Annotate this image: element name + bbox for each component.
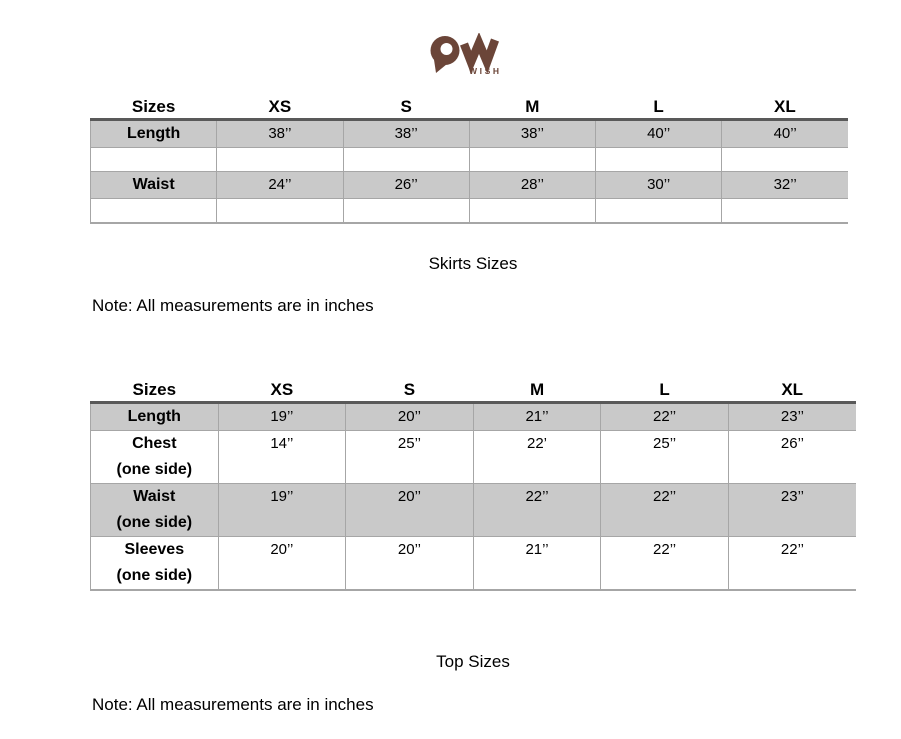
- row-label: Waist: [89, 171, 217, 199]
- empty-cell: [89, 198, 217, 224]
- column-header-xl: XL: [721, 95, 848, 121]
- size-value: 38’’: [216, 119, 343, 148]
- size-value: 20’’: [217, 536, 346, 591]
- size-value: 20’’: [345, 402, 474, 431]
- size-value: 30’’: [594, 171, 722, 199]
- size-value: 19’’: [217, 402, 346, 431]
- size-value: 26’’: [727, 430, 856, 484]
- empty-cell: [216, 147, 343, 172]
- row-label: Length: [90, 402, 219, 431]
- tops-size-table: Sizes XS S M L XL Length 19’’ 20’’ 21’’ …: [90, 378, 856, 591]
- empty-cell: [468, 198, 596, 224]
- column-header-xs: XS: [216, 95, 343, 121]
- size-value: 19’’: [217, 483, 346, 537]
- size-value: 22’: [472, 430, 601, 484]
- row-label: Sleeves (one side): [90, 536, 219, 591]
- row-label-line2: (one side): [116, 514, 193, 531]
- row-label: Waist (one side): [90, 483, 219, 537]
- table-row-waist: Waist (one side) 19’’ 20’’ 22’’ 22’’ 23’…: [90, 483, 856, 537]
- size-value: 38’’: [468, 119, 596, 148]
- size-value: 25’’: [345, 430, 474, 484]
- column-header-sizes: Sizes: [90, 378, 219, 404]
- qw-monogram-icon: WISH: [430, 32, 502, 76]
- size-value: 21’’: [472, 536, 601, 591]
- size-value: 22’’: [600, 483, 729, 537]
- row-label-line2: (one side): [116, 461, 193, 478]
- size-value: 40’’: [721, 119, 848, 148]
- skirts-table-caption: Skirts Sizes: [428, 254, 518, 273]
- column-header-s: S: [343, 95, 470, 121]
- empty-cell: [89, 147, 217, 172]
- size-value: 24’’: [216, 171, 343, 199]
- empty-cell: [468, 147, 596, 172]
- table-row-empty: [89, 198, 848, 224]
- logo-wish-text: WISH: [469, 66, 502, 75]
- empty-cell: [342, 198, 470, 224]
- size-value: 22’’: [727, 536, 856, 591]
- column-header-l: L: [600, 378, 729, 404]
- empty-cell: [721, 147, 848, 172]
- size-value: 38’’: [342, 119, 470, 148]
- skirts-size-table: Sizes XS S M L XL Length 38’’ 38’’ 38’’ …: [89, 95, 848, 224]
- column-header-xs: XS: [218, 378, 346, 404]
- size-value: 32’’: [721, 171, 848, 199]
- table-row-length: Length 19’’ 20’’ 21’’ 22’’ 23’’: [90, 402, 856, 431]
- table-row-length: Length 38’’ 38’’ 38’’ 40’’ 40’’: [89, 119, 848, 148]
- size-value: 22’’: [472, 483, 601, 537]
- empty-cell: [594, 147, 722, 172]
- size-value: 21’’: [472, 402, 601, 431]
- size-value: 23’’: [727, 483, 856, 537]
- table-row-chest: Chest (one side) 14’’ 25’’ 22’ 25’’ 26’’: [90, 430, 856, 484]
- logo-w-icon: [460, 32, 499, 74]
- table-row-empty: [89, 147, 848, 172]
- tops-table-caption: Top Sizes: [436, 652, 510, 671]
- qw-wish-logo: WISH: [428, 32, 506, 76]
- size-value: 22’’: [600, 402, 729, 431]
- empty-cell: [342, 147, 470, 172]
- column-header-sizes: Sizes: [90, 95, 217, 121]
- column-header-s: S: [345, 378, 474, 404]
- table-row-sleeves: Sleeves (one side) 20’’ 20’’ 21’’ 22’’ 2…: [90, 536, 856, 591]
- empty-cell: [594, 198, 722, 224]
- column-header-m: M: [473, 378, 601, 404]
- empty-cell: [216, 198, 343, 224]
- size-value: 23’’: [727, 402, 856, 431]
- skirts-measurement-note: Note: All measurements are in inches: [92, 296, 374, 315]
- size-value: 20’’: [345, 483, 474, 537]
- row-label: Chest (one side): [90, 430, 219, 484]
- size-value: 26’’: [342, 171, 470, 199]
- tops-header-row: Sizes XS S M L XL: [90, 378, 856, 404]
- table-row-waist: Waist 24’’ 26’’ 28’’ 30’’ 32’’: [89, 171, 848, 199]
- tops-measurement-note: Note: All measurements are in inches: [92, 695, 374, 714]
- size-value: 40’’: [594, 119, 722, 148]
- size-value: 22’’: [600, 536, 729, 591]
- size-value: 14’’: [217, 430, 346, 484]
- size-value: 25’’: [600, 430, 729, 484]
- empty-cell: [721, 198, 848, 224]
- column-header-xl: XL: [728, 378, 856, 404]
- row-label-line1: Chest: [132, 435, 177, 452]
- logo-q-tail-icon: [433, 53, 447, 73]
- row-label-line1: Sleeves: [124, 541, 185, 558]
- row-label-line2: (one side): [116, 567, 193, 584]
- size-value: 20’’: [345, 536, 474, 591]
- skirts-header-row: Sizes XS S M L XL: [90, 95, 848, 121]
- row-label: Length: [89, 119, 217, 148]
- size-value: 28’’: [468, 171, 596, 199]
- row-label-line1: Waist: [133, 488, 176, 505]
- column-header-l: L: [595, 95, 722, 121]
- column-header-m: M: [469, 95, 596, 121]
